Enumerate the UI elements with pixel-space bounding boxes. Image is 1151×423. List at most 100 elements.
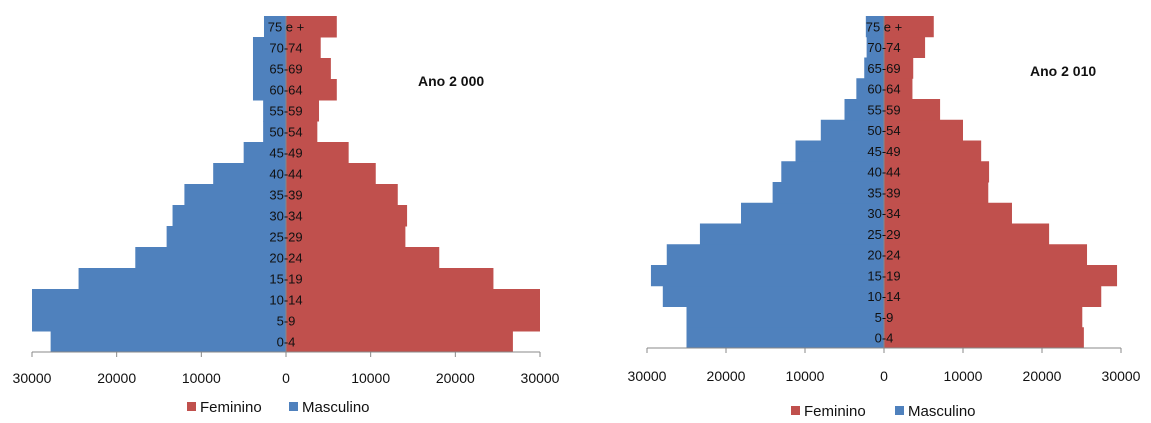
age-group-label: 65-69	[867, 61, 900, 76]
age-group-label: 60-64	[269, 83, 302, 98]
bar-masculino-50-54	[820, 119, 884, 141]
bar-masculino-65-69	[252, 58, 286, 80]
bar-feminino-45-49	[286, 142, 349, 164]
bar-feminino-30-34	[884, 202, 1012, 224]
age-group-label: 0-4	[875, 331, 894, 346]
age-group-label: 50-54	[867, 123, 900, 138]
pyramid-chart-2000: 0-4 5-9 10-14 15-19 20-24 25-29 30-34 35-39 40-4…	[13, 16, 560, 416]
bar-masculino-10-14	[32, 289, 286, 311]
age-group-label: 10-14	[867, 289, 900, 304]
x-tick-label: 0	[282, 370, 290, 386]
bar-masculino-15-19	[78, 268, 286, 290]
bar-feminino-35-39	[884, 182, 989, 204]
age-group-label: 15-19	[269, 272, 302, 287]
x-tick-label: 30000	[521, 370, 560, 386]
bar-masculino-5-9	[686, 306, 884, 328]
bar-feminino-75 e +	[286, 16, 337, 38]
bar-masculino-25-29	[166, 226, 286, 248]
bar-masculino-30-34	[741, 202, 884, 224]
age-group-label: 35-39	[269, 188, 302, 203]
bar-masculino-75 e +	[865, 16, 884, 38]
age-group-label: 25-29	[269, 230, 302, 245]
age-group-label: 45-49	[867, 144, 900, 159]
x-tick-label: 30000	[1102, 368, 1141, 384]
bar-feminino-20-24	[884, 244, 1088, 266]
bar-masculino-35-39	[184, 184, 286, 206]
age-group-label: 15-19	[867, 268, 900, 283]
bar-masculino-35-39	[772, 182, 884, 204]
age-group-label: 30-34	[269, 209, 302, 224]
legend-label-masculino: Masculino	[908, 403, 976, 420]
chart-title: Ano 2 000	[418, 73, 484, 89]
bar-feminino-70-74	[884, 36, 926, 58]
bar-masculino-0-4	[686, 327, 884, 349]
chart-title: Ano 2 010	[1030, 63, 1096, 79]
bar-feminino-20-24	[286, 247, 440, 269]
x-tick-label: 20000	[1023, 368, 1062, 384]
age-group-label: 70-74	[269, 41, 302, 56]
age-group-label: 10-14	[269, 293, 302, 308]
bar-masculino-75 e +	[263, 16, 286, 38]
bar-feminino-15-19	[286, 268, 494, 290]
age-group-label: 35-39	[867, 185, 900, 200]
age-group-label: 55-59	[269, 104, 302, 119]
bar-masculino-55-59	[263, 100, 286, 122]
bar-feminino-25-29	[286, 226, 406, 248]
legend-swatch-masculino	[895, 406, 904, 415]
bar-feminino-50-54	[884, 119, 963, 141]
age-group-label: 0-4	[277, 335, 296, 350]
legend-swatch-feminino	[791, 406, 800, 415]
legend-label-masculino: Masculino	[302, 399, 370, 416]
bar-feminino-75 e +	[884, 16, 934, 38]
pyramid-chart-2010: 0-4 5-9 10-14 15-19 20-24 25-29 30-34 35-39 40-4…	[628, 16, 1141, 420]
legend: Feminino Masculino	[187, 399, 370, 416]
x-tick-label: 20000	[436, 370, 475, 386]
bar-masculino-45-49	[795, 140, 884, 162]
bar-masculino-65-69	[864, 57, 884, 79]
age-group-label: 70-74	[867, 40, 900, 55]
age-group-label: 20-24	[269, 251, 302, 266]
legend: Feminino Masculino	[791, 403, 976, 420]
x-tick-label: 30000	[13, 370, 52, 386]
bar-feminino-35-39	[286, 184, 398, 206]
age-group-label: 75 e +	[268, 20, 305, 35]
age-group-label: 55-59	[867, 102, 900, 117]
bar-masculino-70-74	[866, 36, 884, 58]
age-group-label: 5-9	[277, 314, 296, 329]
bar-feminino-40-44	[286, 163, 376, 185]
bar-feminino-5-9	[884, 306, 1083, 328]
x-tick-label: 20000	[707, 368, 746, 384]
bar-feminino-55-59	[884, 99, 941, 121]
age-group-label: 50-54	[269, 125, 302, 140]
bar-feminino-60-64	[286, 79, 337, 101]
x-tick-label: 10000	[786, 368, 825, 384]
legend-label-feminino: Feminino	[200, 399, 262, 416]
bar-feminino-10-14	[286, 289, 540, 311]
age-group-label: 5-9	[875, 310, 894, 325]
bar-feminino-65-69	[884, 57, 914, 79]
bar-masculino-20-24	[666, 244, 884, 266]
bar-feminino-30-34	[286, 205, 408, 227]
bar-feminino-45-49	[884, 140, 982, 162]
age-group-label: 25-29	[867, 227, 900, 242]
age-group-label: 20-24	[867, 248, 900, 263]
legend-swatch-feminino	[187, 402, 196, 411]
bar-masculino-55-59	[844, 99, 884, 121]
bar-feminino-10-14	[884, 285, 1102, 307]
x-tick-label: 10000	[182, 370, 221, 386]
bar-masculino-25-29	[699, 223, 884, 245]
bar-feminino-55-59	[286, 100, 320, 122]
bar-masculino-15-19	[650, 265, 884, 287]
bar-masculino-45-49	[243, 142, 286, 164]
bar-masculino-40-44	[213, 163, 286, 185]
age-group-label: 75 e +	[866, 19, 903, 34]
bar-feminino-70-74	[286, 37, 321, 59]
bar-feminino-60-64	[884, 78, 913, 100]
bar-masculino-0-4	[50, 331, 287, 353]
bar-masculino-50-54	[263, 121, 286, 143]
bar-masculino-70-74	[252, 37, 286, 59]
bar-feminino-0-4	[286, 331, 513, 353]
bar-feminino-0-4	[884, 327, 1084, 349]
bar-feminino-15-19	[884, 265, 1118, 287]
